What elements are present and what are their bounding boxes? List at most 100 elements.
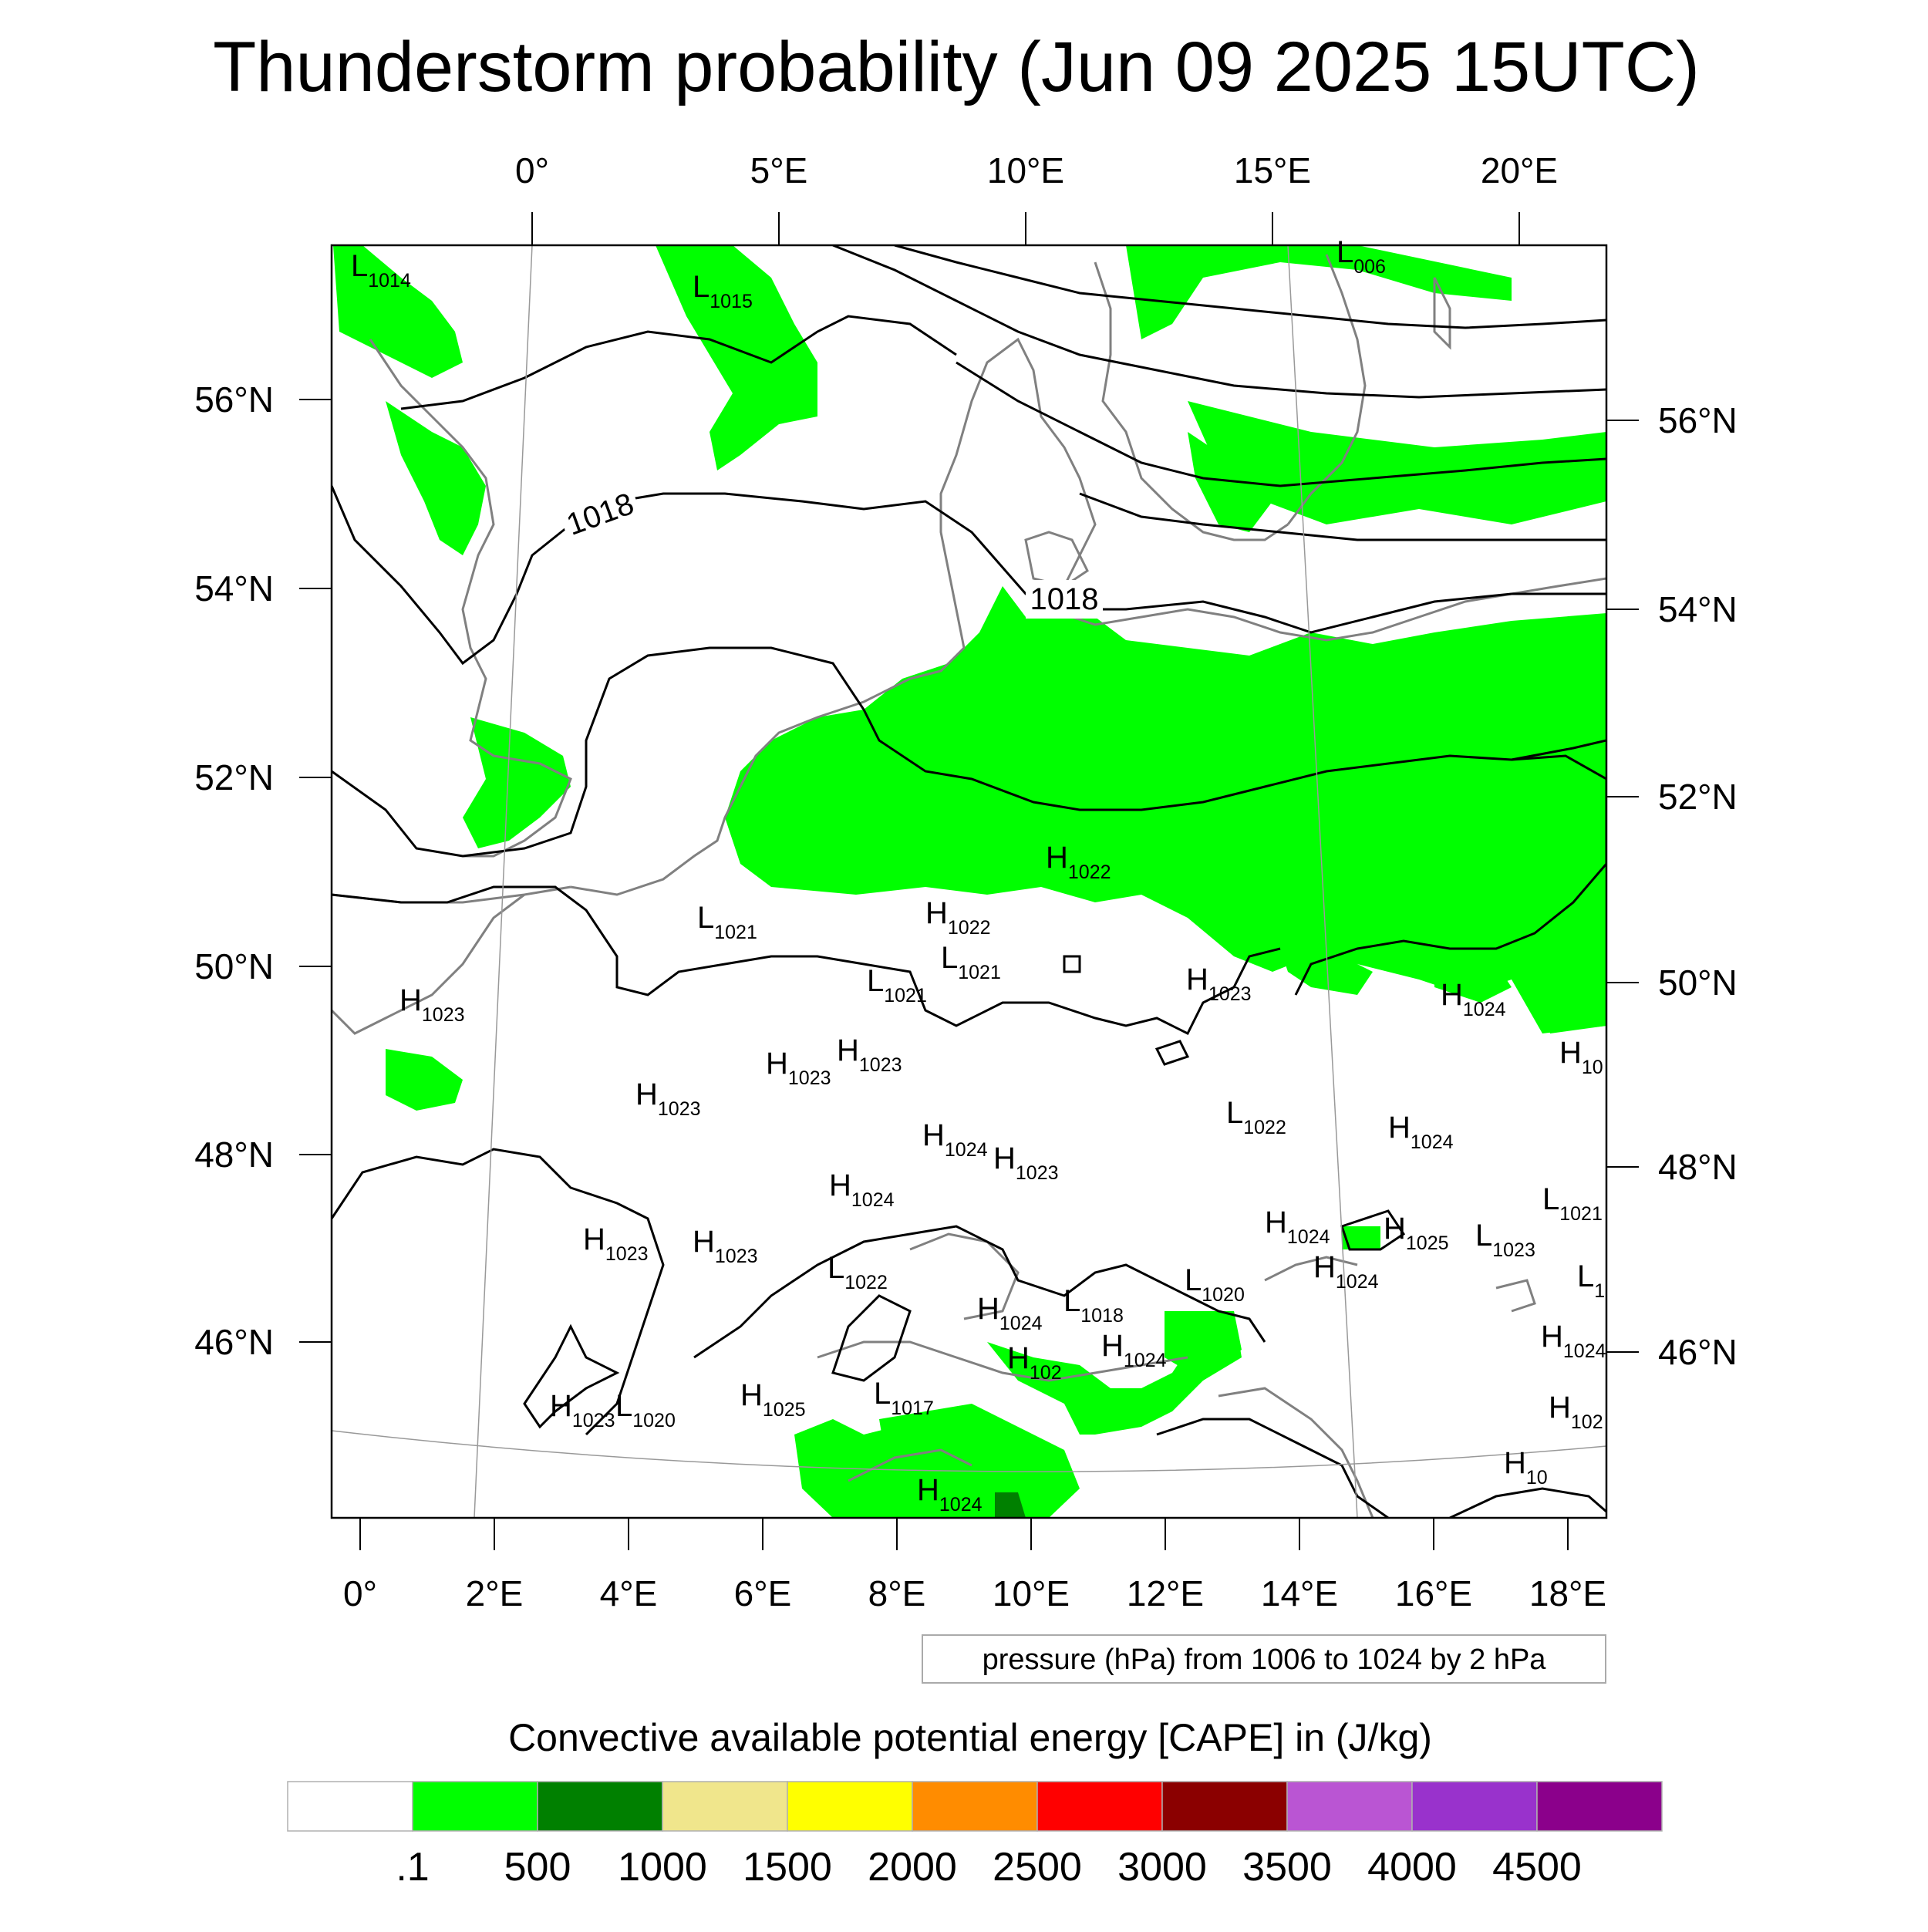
lon-label-bottom: 10°E — [993, 1573, 1070, 1613]
pressure-center-high: H102 — [1549, 1391, 1603, 1433]
pressure-center-low: L1021 — [867, 964, 927, 1006]
pressure-center-high: H1023 — [993, 1141, 1059, 1184]
cape-region-scotland-east — [386, 401, 486, 555]
cape-region-scandinavia — [1126, 245, 1512, 339]
pressure-center-low: L1022 — [1226, 1096, 1286, 1138]
cape-region-france-north — [386, 1049, 463, 1111]
isobar-south-west — [332, 1148, 665, 1436]
isobar-italy — [1156, 1418, 1389, 1518]
lat-label-left: 48°N — [194, 1135, 274, 1175]
colorbar-label: 2000 — [868, 1845, 957, 1890]
cape-region-central-europe — [725, 586, 1606, 1033]
isobar-small-loop-2 — [1063, 955, 1081, 973]
pressure-center-high: H10 — [1559, 1036, 1603, 1078]
pressure-center-high: H1024 — [1541, 1320, 1606, 1362]
colorbar-swatch — [787, 1781, 913, 1832]
parallel-45n — [332, 1430, 1606, 1472]
colorbar-label: .1 — [396, 1845, 429, 1890]
meridian-0 — [474, 245, 533, 1518]
figure-title: Thunderstorm probability (Jun 09 2025 15… — [213, 28, 1700, 106]
cape-region-czech-scatter — [1434, 956, 1512, 1003]
colorbar-label: 1000 — [618, 1845, 707, 1890]
coastline-adriatic — [1218, 1387, 1374, 1518]
lon-label-bottom: 16°E — [1395, 1573, 1472, 1613]
lat-label-left: 52°N — [194, 757, 274, 797]
pressure-center-high: H102 — [1007, 1341, 1062, 1384]
colorbar-swatch — [912, 1781, 1038, 1832]
cape-region-scotland — [333, 245, 463, 378]
coastline-denmark-islands — [1024, 531, 1089, 588]
isobar-mid-1018 — [332, 485, 1606, 666]
colorbar-swatches — [287, 1781, 1663, 1832]
pressure-center-low: L1015 — [693, 270, 753, 312]
isobar-east-loop — [1294, 754, 1606, 996]
isobar-small-loop-1 — [1154, 1040, 1190, 1066]
isobar-north-4 — [1079, 492, 1606, 541]
cape-region-alps-east — [987, 1311, 1242, 1435]
cape-region-slovenia — [1165, 1311, 1242, 1381]
coastline-gotland — [1433, 277, 1451, 350]
pressure-center-low: L1021 — [697, 901, 757, 943]
lon-label-top: 20°E — [1481, 150, 1558, 191]
cape-fill-dark — [995, 1492, 1026, 1518]
lat-label-left: 46°N — [194, 1322, 274, 1362]
colorbar-label: 3000 — [1117, 1845, 1207, 1890]
cape-region-hungary — [1342, 1226, 1380, 1249]
pressure-center-low: L1020 — [1185, 1263, 1245, 1306]
colorbar-label: 500 — [504, 1845, 571, 1890]
lon-label-bottom: 2°E — [466, 1573, 524, 1613]
meridian-15e — [1287, 245, 1358, 1518]
colorbar-swatch — [1161, 1781, 1288, 1832]
isobar-south-east — [1449, 1487, 1606, 1518]
map-panel: 0° 5°E 10°E 15°E 20°E 0° 2°E 4°E 6°E 8°E… — [194, 150, 1738, 1613]
lon-label-top: 0° — [515, 150, 549, 191]
lat-label-right: 52°N — [1658, 777, 1738, 817]
lon-label-bottom: 8°E — [868, 1573, 926, 1613]
right-lat-labels: 56°N 54°N 52°N 50°N 48°N 46°N — [1658, 400, 1738, 1372]
colorbar-label: 2500 — [993, 1845, 1082, 1890]
pressure-center-low: L1022 — [827, 1251, 888, 1293]
colorbar-swatch — [412, 1781, 538, 1832]
cape-region-dark-patch — [995, 1492, 1026, 1518]
map-frame — [330, 244, 1608, 1519]
lon-label-bottom: 0° — [343, 1573, 377, 1613]
contour-note-text: pressure (hPa) from 1006 to 1024 by 2 hP… — [983, 1644, 1547, 1676]
pressure-center-high: H1024 — [1388, 1111, 1454, 1153]
coastline-france-west — [332, 893, 525, 1035]
pressure-center-high: H1023 — [635, 1077, 701, 1120]
pressure-center-high: H10 — [1504, 1446, 1548, 1489]
coastline-france-north — [570, 677, 911, 896]
pressure-center-high: H1023 — [766, 1047, 831, 1089]
pressure-center-low: L1017 — [874, 1377, 934, 1419]
pressure-center-high: H1022 — [925, 896, 991, 939]
border-austria-hungary — [1264, 1256, 1358, 1282]
lon-label-bottom: 18°E — [1529, 1573, 1606, 1613]
top-lon-labels: 0° 5°E 10°E 15°E 20°E — [515, 150, 1558, 191]
coastline-britain-east — [369, 339, 572, 858]
contour-note-box — [922, 1634, 1606, 1684]
pressure-center-high: H1024 — [1101, 1329, 1167, 1371]
lon-label-top: 10°E — [987, 150, 1064, 191]
pressure-center-high: H1023 — [399, 983, 465, 1026]
isobar-layer — [332, 245, 1606, 1518]
lon-label-top: 15°E — [1234, 150, 1311, 191]
isobar-south-loop — [831, 1294, 912, 1382]
colorbar-label: 3500 — [1242, 1845, 1332, 1890]
pressure-center-low: L1021 — [941, 941, 1001, 983]
colorbar-title: Convective available potential energy [C… — [508, 1716, 1432, 1759]
pressure-center-high: H1024 — [829, 1168, 895, 1211]
tick-marks — [299, 212, 1639, 1550]
border-slovakia — [1495, 1279, 1536, 1313]
coastline-jutland — [909, 337, 1097, 680]
pressure-center-high: H1025 — [1384, 1212, 1449, 1254]
left-lat-labels: 56°N 54°N 52°N 50°N 48°N 46°N — [194, 379, 274, 1362]
cape-region-england — [463, 717, 571, 848]
graticule-layer — [332, 245, 1606, 1518]
border-alps — [817, 1340, 1188, 1382]
coastline-sweden-west — [1094, 261, 1289, 541]
isobar-hungary-loop — [1340, 1209, 1406, 1251]
colorbar-label: 1500 — [743, 1845, 832, 1890]
isobar-south-alps — [693, 1225, 1266, 1359]
lat-label-left: 56°N — [194, 379, 274, 420]
